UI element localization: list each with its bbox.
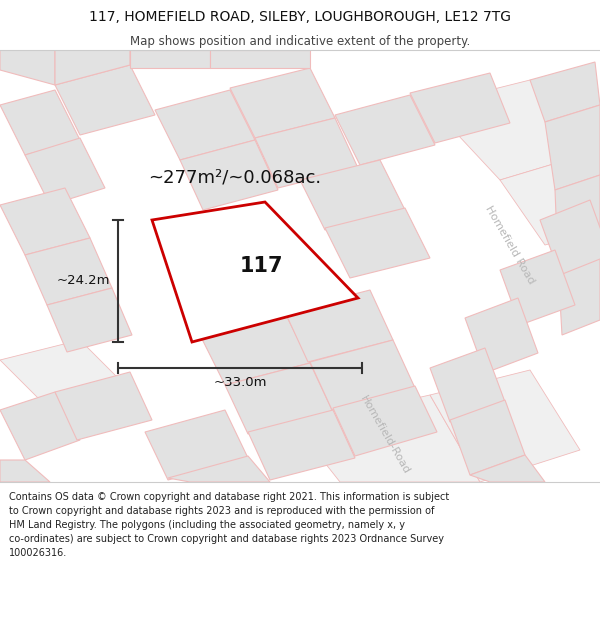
Polygon shape bbox=[430, 80, 600, 180]
Text: Homefield Road: Homefield Road bbox=[484, 204, 536, 286]
Text: 117: 117 bbox=[240, 256, 284, 276]
Polygon shape bbox=[155, 90, 255, 160]
Polygon shape bbox=[0, 460, 50, 482]
Polygon shape bbox=[300, 160, 405, 230]
Polygon shape bbox=[325, 208, 430, 278]
Text: ~24.2m: ~24.2m bbox=[56, 274, 110, 288]
Polygon shape bbox=[47, 288, 132, 352]
Polygon shape bbox=[55, 65, 155, 135]
Polygon shape bbox=[180, 140, 278, 210]
Polygon shape bbox=[430, 370, 580, 482]
Polygon shape bbox=[333, 386, 437, 456]
Polygon shape bbox=[230, 68, 335, 138]
Text: 117, HOMEFIELD ROAD, SILEBY, LOUGHBOROUGH, LE12 7TG: 117, HOMEFIELD ROAD, SILEBY, LOUGHBOROUG… bbox=[89, 10, 511, 24]
Polygon shape bbox=[450, 400, 525, 475]
Polygon shape bbox=[255, 118, 358, 188]
Polygon shape bbox=[25, 138, 105, 205]
Polygon shape bbox=[500, 250, 575, 325]
Polygon shape bbox=[168, 456, 270, 482]
Polygon shape bbox=[558, 250, 600, 335]
Polygon shape bbox=[530, 62, 600, 122]
Polygon shape bbox=[410, 73, 510, 143]
Polygon shape bbox=[295, 395, 480, 482]
Polygon shape bbox=[500, 150, 600, 245]
Polygon shape bbox=[465, 298, 538, 373]
Polygon shape bbox=[55, 372, 152, 440]
Text: Contains OS data © Crown copyright and database right 2021. This information is : Contains OS data © Crown copyright and d… bbox=[9, 492, 449, 558]
Polygon shape bbox=[0, 90, 80, 155]
Polygon shape bbox=[0, 188, 90, 255]
Polygon shape bbox=[555, 175, 600, 265]
Polygon shape bbox=[248, 410, 355, 480]
Polygon shape bbox=[145, 410, 248, 480]
Polygon shape bbox=[0, 392, 80, 460]
Text: ~33.0m: ~33.0m bbox=[213, 376, 267, 389]
Polygon shape bbox=[335, 95, 435, 165]
Polygon shape bbox=[200, 313, 310, 385]
Polygon shape bbox=[152, 202, 358, 342]
Text: Homefield-Road: Homefield-Road bbox=[358, 394, 412, 476]
Polygon shape bbox=[470, 455, 545, 482]
Polygon shape bbox=[225, 363, 333, 434]
Polygon shape bbox=[210, 50, 310, 68]
Polygon shape bbox=[285, 290, 393, 362]
Polygon shape bbox=[0, 340, 130, 410]
Polygon shape bbox=[25, 238, 112, 305]
Polygon shape bbox=[430, 348, 505, 422]
Polygon shape bbox=[545, 105, 600, 190]
Polygon shape bbox=[540, 200, 600, 275]
Polygon shape bbox=[0, 50, 55, 85]
Polygon shape bbox=[55, 50, 130, 85]
Polygon shape bbox=[310, 340, 415, 410]
Text: ~277m²/~0.068ac.: ~277m²/~0.068ac. bbox=[148, 168, 321, 186]
Polygon shape bbox=[130, 50, 210, 68]
Text: Map shows position and indicative extent of the property.: Map shows position and indicative extent… bbox=[130, 35, 470, 48]
